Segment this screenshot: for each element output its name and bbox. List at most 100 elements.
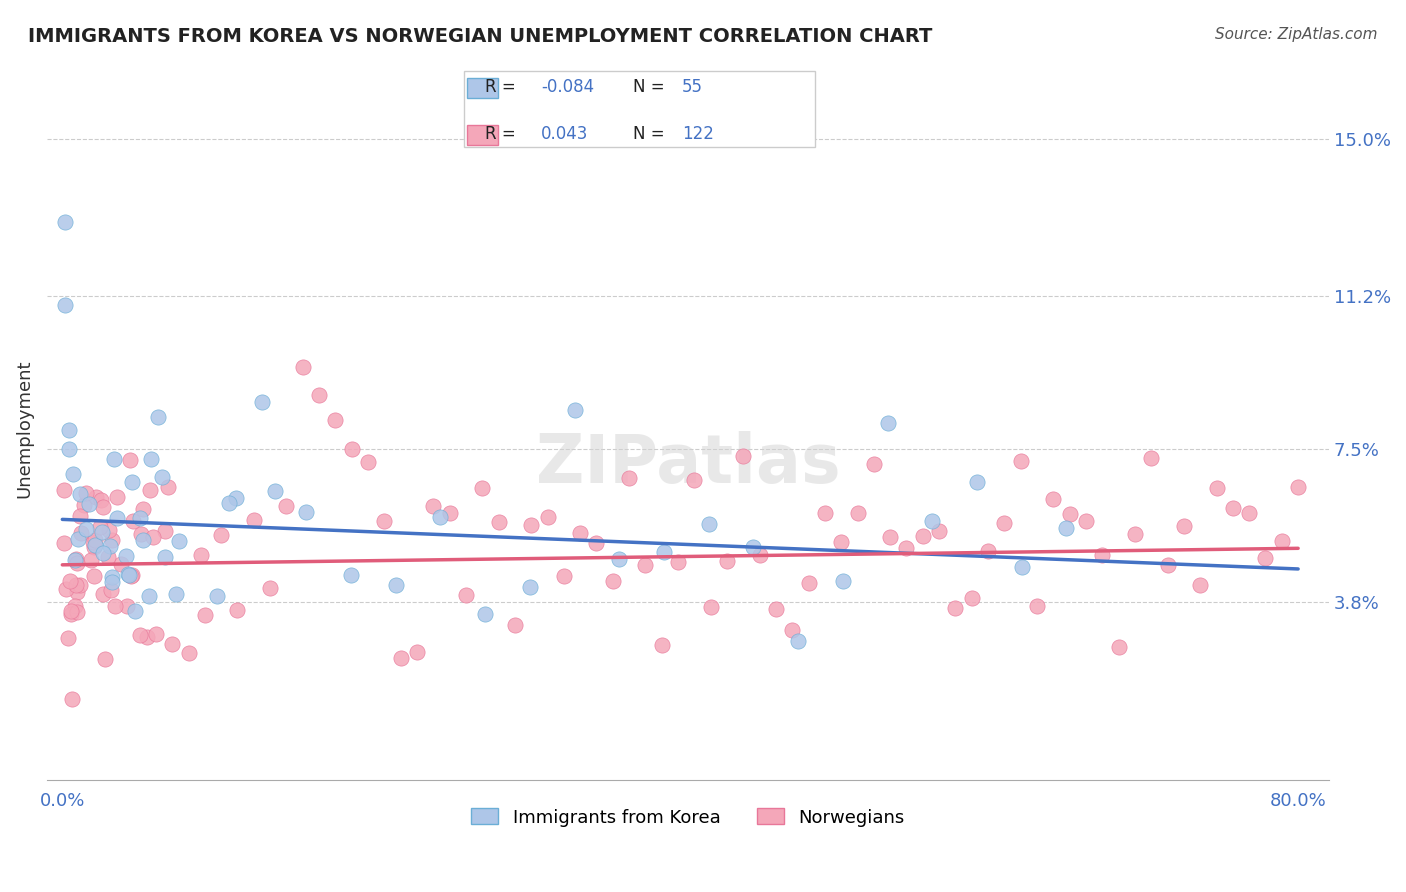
Norwegians [66,585,89,599]
Norwegians [97,523,120,537]
Norwegians [83,568,105,582]
Norwegians [1108,640,1130,654]
Norwegians [1059,508,1081,522]
Norwegians [65,552,87,566]
Norwegians [977,544,1000,558]
Norwegians [105,490,128,504]
Norwegians [259,582,281,596]
Immigrants from Korea [165,587,187,601]
Immigrants from Korea [966,475,988,490]
Norwegians [716,554,738,568]
Norwegians [830,535,852,549]
Norwegians [60,691,83,706]
Immigrants from Korea [75,522,97,536]
Norwegians [1222,500,1244,515]
Norwegians [617,470,640,484]
Norwegians [1189,578,1212,592]
Immigrants from Korea [384,578,406,592]
Norwegians [536,510,558,524]
Immigrants from Korea [167,534,190,549]
Y-axis label: Unemployment: Unemployment [15,359,32,498]
Norwegians [1140,450,1163,465]
Norwegians [585,536,607,550]
Norwegians [136,631,159,645]
Text: 122: 122 [682,125,714,143]
Immigrants from Korea [55,215,77,229]
Text: Source: ZipAtlas.com: Source: ZipAtlas.com [1215,27,1378,42]
Norwegians [422,499,444,513]
Norwegians [145,627,167,641]
Norwegians [122,515,145,529]
Immigrants from Korea [742,541,765,555]
Text: 0.043: 0.043 [541,125,589,143]
Norwegians [59,574,82,589]
Norwegians [209,528,232,542]
Norwegians [846,506,869,520]
Norwegians [63,599,86,613]
Immigrants from Korea [921,515,943,529]
Norwegians [765,602,787,616]
Immigrants from Korea [62,467,84,482]
Norwegians [797,575,820,590]
Norwegians [93,651,115,665]
Norwegians [142,531,165,545]
Immigrants from Korea [264,483,287,498]
Norwegians [1091,548,1114,562]
Immigrants from Korea [138,589,160,603]
Immigrants from Korea [129,510,152,524]
Norwegians [814,506,837,520]
Norwegians [1271,533,1294,548]
Immigrants from Korea [90,524,112,539]
Norwegians [993,516,1015,530]
Norwegians [780,623,803,637]
Immigrants from Korea [105,510,128,524]
Immigrants from Korea [474,607,496,621]
Norwegians [53,536,76,550]
Norwegians [93,587,115,601]
Norwegians [82,534,104,549]
Norwegians [65,577,87,591]
Text: 0.0%: 0.0% [39,792,84,810]
Norwegians [406,645,429,659]
Norwegians [84,533,107,548]
Norwegians [1237,506,1260,520]
Norwegians [291,359,314,374]
Immigrants from Korea [787,634,810,648]
Immigrants from Korea [250,395,273,409]
Norwegians [89,520,111,534]
Immigrants from Korea [115,549,138,563]
Norwegians [160,637,183,651]
Immigrants from Korea [101,570,124,584]
Norwegians [84,491,107,505]
Text: R =: R = [485,125,522,143]
Immigrants from Korea [564,403,586,417]
Immigrants from Korea [148,410,170,425]
Norwegians [190,548,212,562]
Norwegians [276,499,298,513]
Immigrants from Korea [77,497,100,511]
Norwegians [503,618,526,632]
Norwegians [325,413,347,427]
Norwegians [139,483,162,498]
Norwegians [53,483,76,498]
Norwegians [488,515,510,529]
Norwegians [80,552,103,566]
Immigrants from Korea [55,297,77,311]
Norwegians [1042,492,1064,507]
Norwegians [928,524,950,538]
Text: N =: N = [633,78,669,96]
Immigrants from Korea [225,491,247,505]
Norwegians [104,599,127,614]
Text: -0.084: -0.084 [541,78,595,96]
Norwegians [879,530,901,544]
Immigrants from Korea [607,551,630,566]
Immigrants from Korea [876,416,898,430]
Norwegians [110,557,132,571]
Norwegians [308,388,330,402]
Norwegians [75,485,97,500]
Immigrants from Korea [141,452,163,467]
Norwegians [194,608,217,623]
Norwegians [748,548,770,562]
Norwegians [177,646,200,660]
Text: ZIPatlas: ZIPatlas [536,431,841,497]
